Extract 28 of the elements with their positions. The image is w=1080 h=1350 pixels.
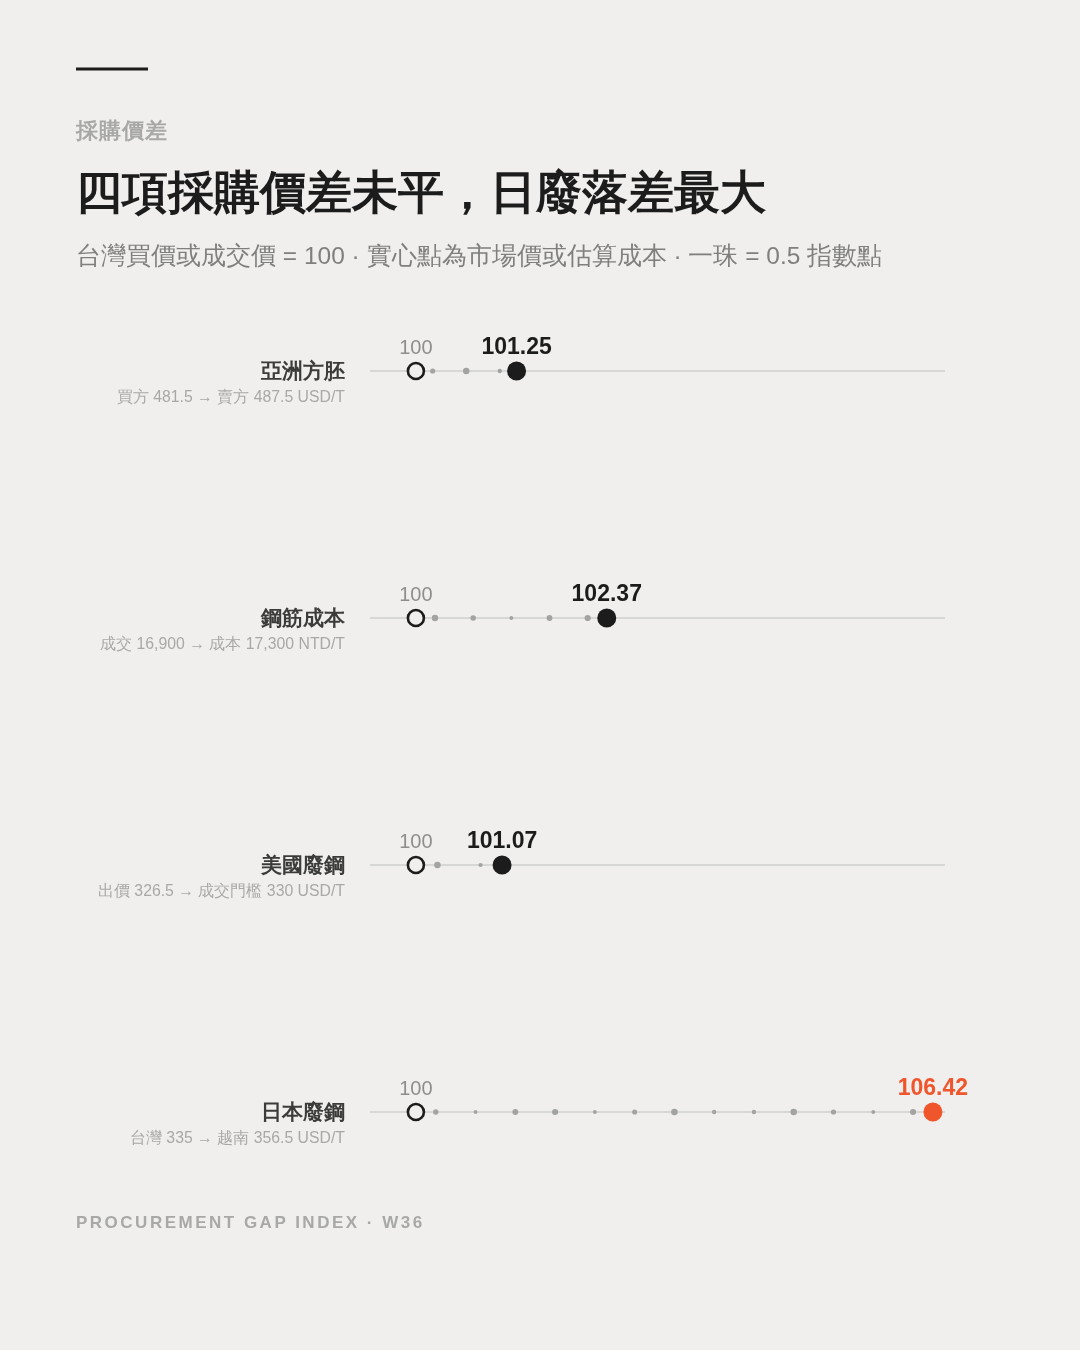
- data-label: 100: [399, 336, 433, 358]
- point: [597, 608, 617, 628]
- text: 採購價差: [75, 119, 168, 143]
- y-tick-label: 亞洲方胚: [260, 359, 345, 382]
- point: [406, 855, 426, 875]
- data-label: 106.42: [897, 1074, 969, 1100]
- chart-subtitle: 台灣買價或成交價 = 100 · 實心點為市場價或估算成本 · 一珠 = 0.5 指數點: [76, 242, 883, 269]
- y-tick-label: 日本廢鋼: [261, 1100, 345, 1123]
- annotation: PROCUREMENT GAP INDEX · W36: [76, 1213, 425, 1232]
- text: 台灣 335 → 越南 356.5 USD/T: [129, 1129, 346, 1146]
- text: 出價 326.5 → 成交門檻 330 USD/T: [97, 882, 346, 899]
- point: [923, 1102, 943, 1122]
- point: [507, 361, 527, 381]
- y-tick-label: 美國廢鋼: [260, 853, 345, 876]
- data-label: 100: [399, 830, 433, 852]
- point: [406, 1102, 426, 1122]
- data-label: 102.37: [571, 580, 642, 606]
- point: [406, 608, 426, 628]
- data-label: 101.07: [466, 827, 538, 853]
- data-label: 100: [399, 1077, 433, 1099]
- chart-title: 四項採購價差未平，日廢落差最大: [76, 166, 766, 218]
- data-label: 100: [399, 583, 433, 605]
- data-label: 101.25: [481, 333, 552, 359]
- point: [406, 361, 426, 381]
- text: 買方 481.5 → 賣方 487.5 USD/T: [116, 388, 346, 405]
- y-tick-label: 鋼筋成本: [260, 606, 346, 629]
- text: 成交 16,900 → 成本 17,300 NTD/T: [100, 635, 346, 652]
- point: [492, 855, 512, 875]
